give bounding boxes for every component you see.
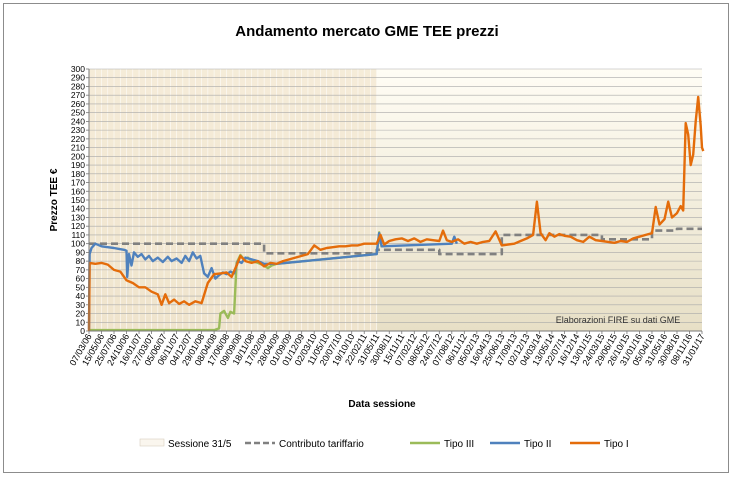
y-tick-label: 150 (71, 195, 85, 205)
y-tick-label: 200 (71, 151, 85, 161)
legend-item: Sessione 31/5 (139, 438, 232, 450)
y-tick-label: 60 (76, 274, 86, 284)
y-tick-label: 110 (71, 230, 85, 240)
y-tick-label: 290 (71, 73, 85, 83)
axes (88, 69, 702, 332)
x-axis-title: Data sessione (348, 399, 416, 410)
legend-item: Tipo I (570, 439, 629, 450)
y-tick-label: 210 (71, 143, 85, 153)
y-tick-label: 130 (71, 212, 85, 222)
y-tick-label: 300 (71, 64, 85, 74)
series-line-tipo-ii (87, 231, 458, 330)
y-tick-label: 140 (71, 204, 85, 214)
legend: Sessione 31/5 Contributo tariffario Tipo I… (139, 438, 629, 450)
y-tick-label: 250 (71, 108, 85, 118)
legend-item: Tipo III (410, 439, 474, 450)
y-tick-label: 270 (71, 90, 85, 100)
y-tick-label: 40 (76, 291, 86, 301)
y-tick-label: 180 (71, 169, 85, 179)
legend-label: Tipo II (524, 439, 551, 450)
y-tick-label: 70 (76, 265, 86, 275)
y-tick-label: 50 (76, 282, 86, 292)
y-tick-label: 20 (76, 309, 86, 319)
y-tick-label: 280 (71, 81, 85, 91)
annotation-note: Elaborazioni FIRE su dati GME (556, 315, 681, 325)
legend-label: Tipo I (604, 439, 629, 450)
y-tick-label: 170 (71, 178, 85, 188)
y-tick-label: 190 (71, 160, 85, 170)
legend-label: Sessione 31/5 (168, 439, 232, 450)
legend-swatch (139, 438, 165, 447)
y-axis-ticks: 0102030405060708090100110120130140150160… (71, 64, 89, 336)
legend-label: Contributo tariffario (279, 439, 364, 450)
chart-title: Andamento mercato GME TEE prezzi (235, 23, 498, 40)
series-line-tipo-i (87, 95, 705, 332)
y-tick-label: 100 (71, 239, 85, 249)
y-tick-label: 120 (71, 221, 85, 231)
legend-item: Tipo II (490, 439, 551, 450)
y-tick-label: 90 (76, 247, 86, 257)
y-tick-label: 220 (71, 134, 85, 144)
y-tick-label: 0 (80, 326, 85, 336)
gridlines (89, 68, 702, 332)
y-tick-label: 230 (71, 125, 85, 135)
legend-label: Tipo III (444, 439, 474, 450)
x-axis-ticks: 07/03/0615/05/0625/07/0624/10/0616/01/07… (68, 331, 707, 367)
y-tick-label: 260 (71, 99, 85, 109)
y-axis-title: Prezzo TEE € (49, 168, 60, 231)
y-tick-label: 80 (76, 256, 86, 266)
chart-frame (3, 3, 729, 473)
y-tick-label: 10 (76, 317, 86, 327)
legend-item: Contributo tariffario (245, 439, 364, 450)
series-lines (87, 95, 705, 332)
y-tick-label: 240 (71, 116, 85, 126)
y-tick-label: 160 (71, 186, 85, 196)
y-tick-label: 30 (76, 300, 86, 310)
